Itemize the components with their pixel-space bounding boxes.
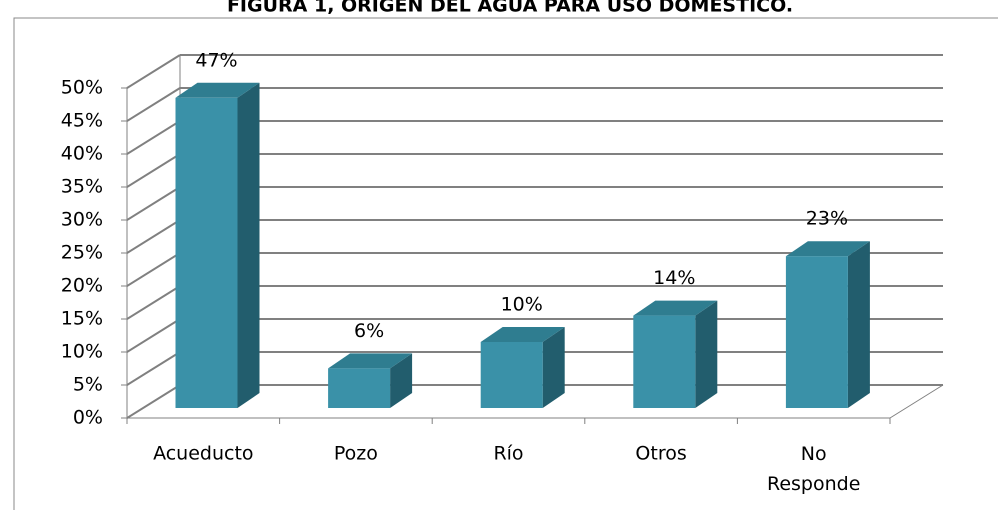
bar-side <box>390 353 413 408</box>
bar-top <box>328 353 413 369</box>
bar <box>328 368 391 408</box>
grid-line <box>126 186 181 221</box>
data-label: 10% <box>501 294 543 316</box>
y-tick-label: 5% <box>73 374 103 396</box>
data-label: 47% <box>195 49 237 71</box>
floor-right <box>889 384 944 419</box>
bar-side <box>542 327 565 408</box>
y-tick-label: 30% <box>61 209 103 231</box>
grid-line <box>126 54 181 89</box>
grid-line <box>126 351 181 386</box>
x-tick-label: No Responde <box>767 443 860 495</box>
y-tick-label: 35% <box>61 176 103 198</box>
bar-top <box>175 82 260 98</box>
x-tick-label: Pozo <box>334 443 378 465</box>
y-tick-label: 10% <box>61 341 103 363</box>
grid-line <box>126 318 181 353</box>
y-tick-label: 50% <box>61 77 103 99</box>
y-tick-label: 45% <box>61 110 103 132</box>
x-tick-label: Río <box>493 443 523 465</box>
x-tick-label: Acueducto <box>153 443 253 465</box>
bar <box>175 97 238 409</box>
grid-line <box>126 153 181 188</box>
data-label: 6% <box>354 320 384 342</box>
frame <box>13 17 998 510</box>
grid-line <box>126 285 181 320</box>
y-tick-label: 40% <box>61 143 103 165</box>
y-tick-label: 15% <box>61 308 103 330</box>
data-label: 14% <box>653 267 695 289</box>
bar-top <box>480 327 565 342</box>
bar <box>785 256 848 408</box>
chart-title: FIGURA 1, ORIGEN DEL AGUA PARA USO DOMES… <box>227 0 793 17</box>
bar-side <box>695 300 718 408</box>
grid-line <box>126 252 181 287</box>
data-label: 23% <box>806 208 848 230</box>
bar-top <box>785 241 870 257</box>
bar-side <box>847 241 870 408</box>
grid-line <box>126 384 181 419</box>
grid-line <box>126 219 181 254</box>
bar <box>633 315 696 408</box>
x-tick-label: Otros <box>635 443 686 465</box>
bar <box>480 342 543 408</box>
y-tick-label: 0% <box>73 407 103 429</box>
bar-side <box>237 82 260 409</box>
bar-top <box>633 300 718 316</box>
grid-line <box>126 87 181 122</box>
y-tick-label: 25% <box>61 242 103 264</box>
y-tick-label: 20% <box>61 275 103 297</box>
grid-line <box>126 120 181 155</box>
